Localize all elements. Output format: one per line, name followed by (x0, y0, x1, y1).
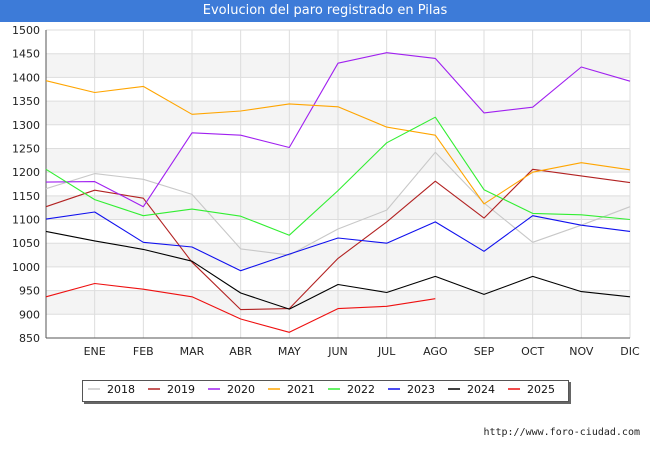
series-line-2019 (45, 168, 631, 311)
y-tick-label: 1150 (12, 190, 40, 203)
y-tick-label: 950 (19, 285, 40, 298)
x-tick-label: FEB (133, 345, 154, 358)
legend-label-2019: 2019 (167, 383, 195, 396)
x-tick-label: JUL (377, 345, 396, 358)
x-tick-label: NOV (569, 345, 594, 358)
chart-title: Evolucion del paro registrado en Pilas (202, 3, 448, 18)
x-tick-label: OCT (521, 345, 544, 358)
legend-label-2018: 2018 (107, 383, 135, 396)
x-tick-label: AGO (423, 345, 448, 358)
legend-label-2021: 2021 (287, 383, 315, 396)
series-line-2022 (45, 116, 631, 236)
y-tick-label: 1050 (12, 237, 40, 250)
series-line-2018 (45, 151, 631, 256)
y-tick-label: 1350 (12, 95, 40, 108)
x-tick-label: DIC (620, 345, 640, 358)
source-credit: http://www.foro-ciudad.com (483, 427, 640, 438)
x-tick-label: ENE (84, 345, 106, 358)
y-tick-label: 900 (19, 308, 40, 321)
legend-label-2024: 2024 (467, 383, 495, 396)
x-tick-label: MAY (278, 345, 301, 358)
y-tick-label: 1000 (12, 261, 40, 274)
y-tick-label: 1500 (12, 24, 40, 37)
x-tick-label: JUN (327, 345, 348, 358)
y-tick-label: 1400 (12, 71, 40, 84)
series-line-2023 (45, 211, 631, 272)
y-tick-label: 1450 (12, 48, 40, 61)
title-bar (0, 0, 650, 22)
y-tick-label: 1300 (12, 119, 40, 132)
legend-label-2020: 2020 (227, 383, 255, 396)
x-tick-label: ABR (229, 345, 252, 358)
legend-label-2023: 2023 (407, 383, 435, 396)
legend (82, 380, 569, 402)
series-line-2021 (45, 80, 631, 205)
y-tick-label: 1200 (12, 166, 40, 179)
legend-label-2022: 2022 (347, 383, 375, 396)
y-tick-label: 1100 (12, 214, 40, 227)
series-line-2024 (45, 230, 631, 310)
y-tick-label: 1250 (12, 142, 40, 155)
series-line-2025 (45, 282, 436, 333)
series-line-2020 (45, 52, 631, 208)
x-tick-label: SEP (474, 345, 495, 358)
legend-label-2025: 2025 (527, 383, 555, 396)
y-tick-label: 850 (19, 332, 40, 345)
x-tick-label: MAR (180, 345, 205, 358)
